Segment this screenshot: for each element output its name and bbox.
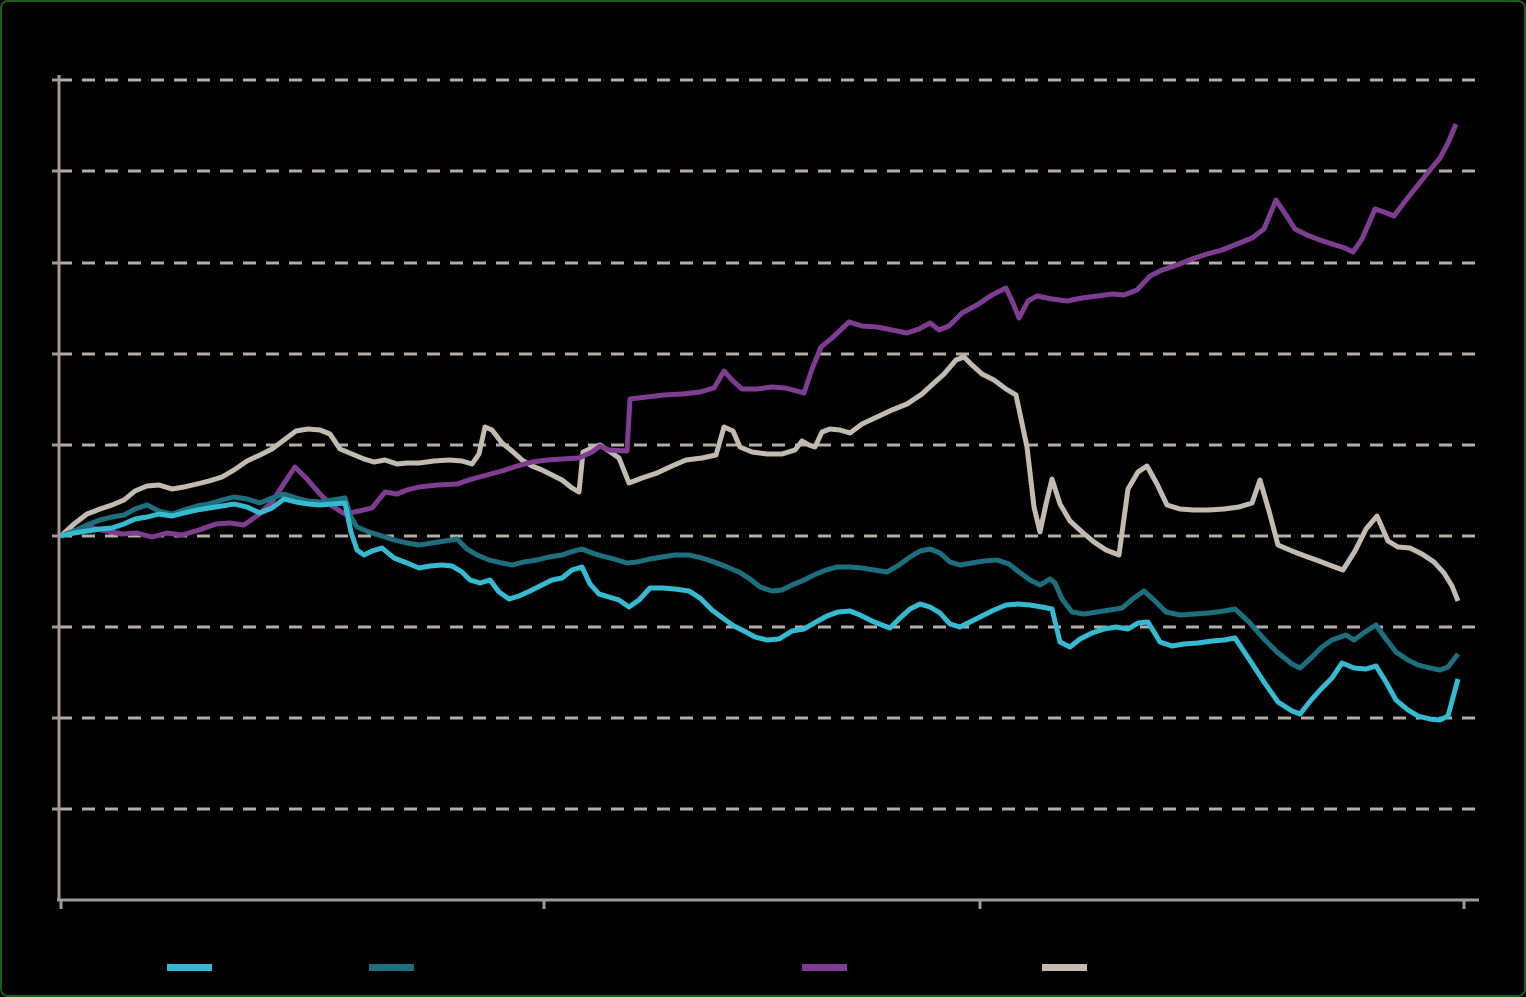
series-teal-line [60,491,1460,673]
series-purple-line [60,123,1459,540]
series-beige-line [59,354,1461,602]
series-cyan-line [60,496,1461,723]
